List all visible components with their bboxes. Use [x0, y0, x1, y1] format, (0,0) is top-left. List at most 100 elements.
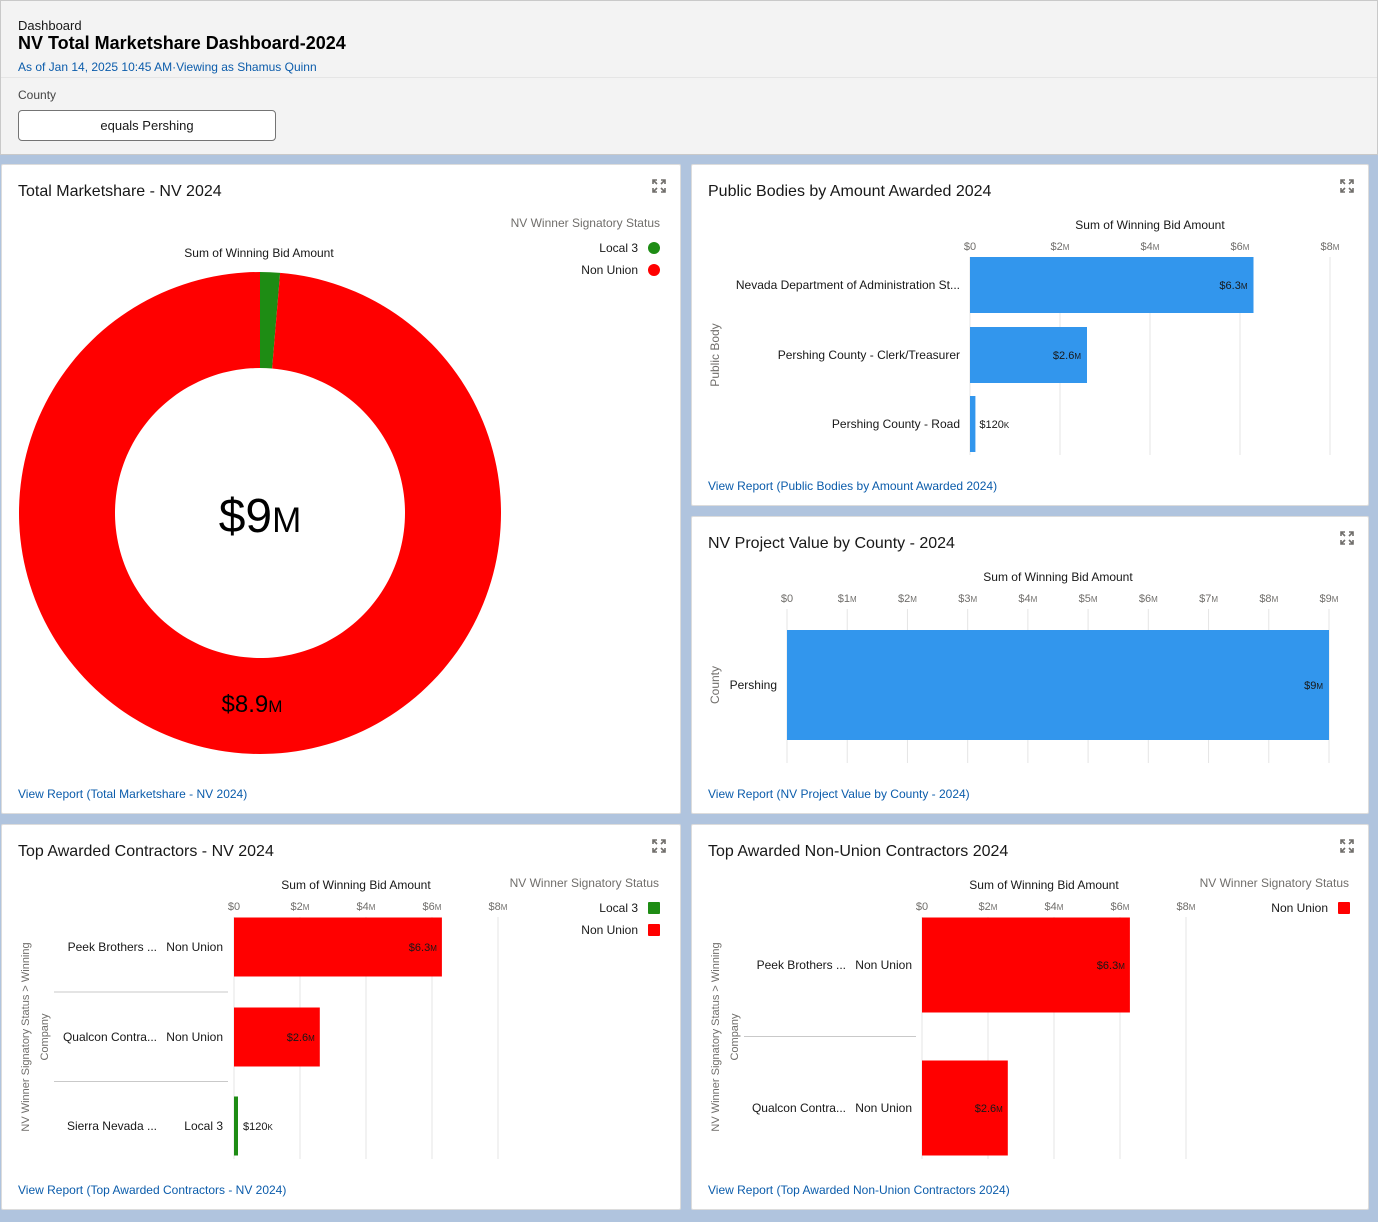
tick-label: $8M: [1177, 901, 1196, 913]
axis-title: Sum of Winning Bid Amount: [983, 570, 1133, 584]
bar: [922, 917, 1130, 1013]
card-non-union-contractors: Top Awarded Non-Union Contractors 2024 S…: [691, 824, 1369, 1210]
legend-title: NV Winner Signatory Status: [510, 876, 659, 890]
expand-icon[interactable]: [1340, 839, 1354, 853]
tick-label: $6M: [423, 901, 442, 913]
axis-title: Sum of Winning Bid Amount: [281, 878, 431, 892]
bar-data-label: $120K: [979, 419, 1009, 431]
donut-slice-local-3: [260, 272, 281, 369]
card-total-marketshare: Total Marketshare - NV 2024 Sum of Winni…: [1, 164, 681, 814]
donut-center-total: $9M: [219, 490, 302, 543]
tick-label: $5M: [1079, 593, 1098, 605]
header-divider: [1, 77, 1377, 78]
view-report-link[interactable]: View Report (NV Project Value by County …: [708, 787, 970, 801]
tick-label: $2M: [1051, 241, 1070, 253]
card-title: NV Project Value by County - 2024: [708, 535, 955, 552]
status-label: Non Union: [855, 958, 912, 972]
tick-label: $4M: [357, 901, 376, 913]
page-title: NV Total Marketshare Dashboard-2024: [18, 33, 346, 53]
county-filter-button[interactable]: equals Pershing: [18, 110, 276, 141]
tick-label: $4M: [1045, 901, 1064, 913]
non-union-contractors-bar-chart: Sum of Winning Bid Amount $0 $2M $4M $6M $8M N…: [710, 876, 1350, 1159]
bar-data-label: $6.3M: [1219, 280, 1247, 292]
county-bar-chart: Sum of Winning Bid Amount $0 $1M $2M $3M $4M $…: [708, 570, 1339, 763]
y-axis-title: NV Winner Signatory Status > Winning: [710, 942, 722, 1131]
legend-swatch: [648, 242, 660, 254]
card-title: Public Bodies by Amount Awarded 2024: [708, 183, 992, 200]
legend-swatch: [648, 264, 660, 276]
legend-swatch: [648, 924, 660, 936]
bar-data-label: $9M: [1304, 680, 1323, 692]
legend-title: NV Winner Signatory Status: [511, 216, 660, 230]
bar: [922, 1060, 1008, 1156]
bar: [970, 396, 976, 452]
tick-label: $9M: [1320, 593, 1339, 605]
category-label: Pershing: [730, 678, 777, 692]
bar: [234, 917, 442, 977]
view-report-link[interactable]: View Report (Public Bodies by Amount Awa…: [708, 479, 998, 493]
legend-label: Non Union: [581, 923, 638, 937]
card-public-bodies: Public Bodies by Amount Awarded 2024 Sum…: [691, 164, 1369, 506]
tick-label: $3M: [958, 593, 977, 605]
expand-icon[interactable]: [1340, 179, 1354, 193]
tick-label: $6M: [1139, 593, 1158, 605]
tick-label: $8M: [1321, 241, 1340, 253]
slice-data-label: $8.9M: [222, 691, 283, 718]
card-title: Top Awarded Contractors - NV 2024: [18, 843, 274, 860]
tick-label: $2M: [291, 901, 310, 913]
tick-label: $0: [916, 901, 928, 913]
y-axis-title: County: [708, 666, 722, 704]
tick-label: $8M: [489, 901, 508, 913]
bar: [970, 257, 1254, 313]
tick-label: $2M: [898, 593, 917, 605]
y-axis-title: NV Winner Signatory Status > Winning: [20, 942, 32, 1131]
header-subtitle[interactable]: As of Jan 14, 2025 10:45 AM·Viewing as S…: [18, 60, 317, 74]
filter-label: County: [18, 88, 57, 102]
bar-data-label: $2.6M: [975, 1103, 1003, 1115]
tick-label: $8M: [1259, 593, 1278, 605]
status-label: Local 3: [184, 1119, 223, 1133]
status-label: Non Union: [855, 1101, 912, 1115]
status-label: Non Union: [166, 940, 223, 954]
legend-swatch: [648, 902, 660, 914]
bar-data-label: $120K: [243, 1121, 273, 1133]
view-report-link[interactable]: View Report (Total Marketshare - NV 2024…: [18, 787, 248, 801]
company-label: Peek Brothers ...: [757, 958, 846, 972]
expand-icon[interactable]: [652, 179, 666, 193]
legend-label: Non Union: [1271, 901, 1328, 915]
bar: [787, 630, 1329, 740]
card-top-contractors: Top Awarded Contractors - NV 2024 Sum of…: [1, 824, 681, 1210]
expand-icon[interactable]: [652, 839, 666, 853]
bar: [234, 1007, 320, 1067]
bar-data-label: $6.3M: [1097, 960, 1125, 972]
legend-label: Local 3: [599, 901, 638, 915]
expand-icon[interactable]: [1340, 531, 1354, 545]
marketshare-donut-chart: Sum of Winning Bid Amount NV Winner Signa…: [19, 216, 660, 754]
top-contractors-bar-chart: Sum of Winning Bid Amount$0 $2M $4M $6M $8MN…: [20, 876, 660, 1159]
category-label: Pershing County - Road: [832, 417, 960, 431]
tick-label: $4M: [1141, 241, 1160, 253]
tick-label: $7M: [1199, 593, 1218, 605]
view-report-link[interactable]: View Report (Top Awarded Contractors - N…: [18, 1183, 287, 1197]
tick-label: $0: [964, 241, 976, 253]
header-kicker: Dashboard: [18, 18, 82, 33]
bar-data-label: $6.3M: [409, 942, 437, 954]
dashboard-header: Dashboard NV Total Marketshare Dashboard…: [0, 0, 1378, 155]
bar-data-label: $2.6M: [1053, 350, 1081, 362]
y-axis-title: Company: [39, 1013, 51, 1061]
y-axis-title: Public Body: [708, 323, 722, 386]
axis-title: Sum of Winning Bid Amount: [969, 878, 1119, 892]
donut-slice-non-union: [19, 272, 502, 754]
bar: [234, 1096, 238, 1156]
view-report-link[interactable]: View Report (Top Awarded Non-Union Contr…: [708, 1183, 1010, 1197]
category-label: Pershing County - Clerk/Treasurer: [778, 348, 960, 362]
bar: [970, 327, 1087, 383]
legend-title: NV Winner Signatory Status: [1200, 876, 1349, 890]
company-label: Qualcon Contra...: [63, 1030, 157, 1044]
category-label: Nevada Department of Administration St..…: [736, 278, 960, 292]
tick-label: $6M: [1111, 901, 1130, 913]
card-title: Total Marketshare - NV 2024: [18, 183, 222, 200]
status-label: Non Union: [166, 1030, 223, 1044]
legend-swatch: [1338, 902, 1350, 914]
tick-label: $4M: [1018, 593, 1037, 605]
